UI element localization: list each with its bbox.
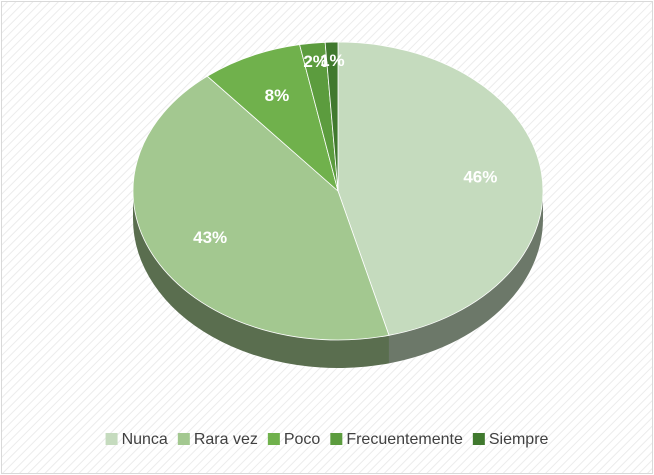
pie: 46% 43% 8% 2%1% [132, 41, 544, 368]
data-label: 8% [265, 86, 290, 105]
legend-label: Poco [284, 431, 321, 448]
data-label: 43% [193, 228, 227, 247]
legend-swatch [330, 433, 343, 445]
pie-slice [324, 41, 339, 192]
pie-slice [206, 44, 339, 193]
pie-side [388, 191, 543, 364]
legend-label: Siempre [489, 431, 549, 448]
pie-slice [337, 41, 544, 336]
pie-slice [132, 75, 390, 341]
legend-swatch [267, 433, 280, 445]
data-label: 2% [303, 52, 328, 71]
legend: Nunca Rara vez Poco Frecuentemente Siempre [105, 431, 549, 448]
legend-label: Nunca [122, 431, 168, 448]
data-label: 1% [320, 51, 345, 70]
legend-label: Rara vez [194, 431, 258, 448]
data-label: 46% [463, 167, 497, 186]
pie-side [133, 191, 389, 368]
legend-label: Frecuentemente [346, 431, 463, 448]
legend-swatch [105, 433, 118, 445]
legend-swatch [177, 433, 190, 445]
legend-swatch [472, 433, 485, 445]
